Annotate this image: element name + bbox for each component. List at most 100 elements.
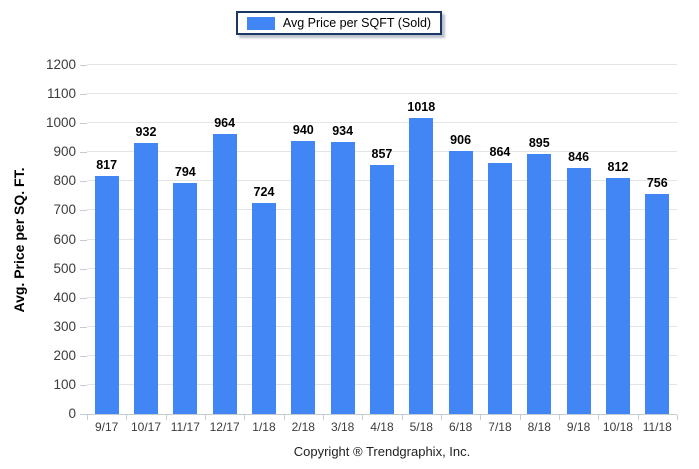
bar [527, 153, 552, 414]
bar-value-label: 906 [450, 132, 472, 147]
bar [133, 142, 158, 414]
x-axis-tick [441, 415, 442, 420]
bar-value-label: 964 [214, 115, 236, 130]
x-axis-tick [637, 415, 639, 420]
x-axis-tick [244, 415, 246, 420]
x-tick-label: 5/18 [409, 420, 433, 434]
bar-slot: 756 [638, 65, 677, 414]
bar-value-label: 932 [135, 124, 157, 139]
y-tick-label: 0 [68, 406, 76, 421]
bar [487, 162, 512, 414]
x-axis-tick [126, 415, 128, 420]
x-tick-label: 1/18 [252, 420, 276, 434]
x-axis-tick [362, 415, 364, 420]
y-axis-tick [80, 94, 87, 96]
y-axis-tick [80, 181, 87, 183]
x-tick-label: 2/18 [291, 420, 315, 434]
bar-value-label: 1018 [407, 99, 436, 114]
bar-slot: 724 [244, 65, 283, 414]
x-axis-tick [677, 415, 678, 420]
bar-slot: 812 [598, 65, 637, 414]
bar [94, 176, 119, 414]
bar-slot: 864 [480, 65, 519, 414]
x-axis-tick [323, 415, 324, 420]
x-axis-ticks [87, 415, 678, 420]
bar [566, 167, 591, 414]
bar-slot: 940 [284, 65, 323, 414]
x-tick-label: 6/18 [448, 420, 473, 434]
y-tick-label: 500 [53, 260, 76, 276]
gridline [87, 93, 677, 95]
bar-slot: 1018 [402, 65, 441, 414]
bar-value-label: 794 [174, 165, 196, 180]
bar-value-label: 846 [568, 149, 590, 164]
x-axis-tick [559, 415, 560, 420]
bar [251, 203, 276, 414]
x-tick-label: 9/17 [94, 420, 119, 434]
bar [645, 194, 670, 414]
y-axis-tick [80, 210, 87, 212]
x-tick-label: 7/18 [488, 420, 512, 434]
bar [448, 150, 473, 414]
y-axis-tick [80, 414, 87, 415]
bar-value-label: 857 [371, 146, 393, 161]
x-tick-label: 11/17 [170, 420, 200, 434]
y-tick-label: 300 [53, 318, 76, 334]
y-tick-label: 400 [53, 289, 76, 305]
y-tick-label: 100 [53, 376, 76, 392]
gridline [87, 122, 677, 124]
bar-value-label: 812 [607, 159, 629, 174]
bar-slot: 817 [87, 65, 126, 414]
x-axis-tick [401, 415, 403, 420]
y-tick-label: 1200 [45, 57, 76, 72]
y-tick-label: 1100 [46, 86, 76, 102]
x-axis-tick [598, 415, 600, 420]
legend-label: Avg Price per SQFT (Sold) [282, 16, 432, 30]
bar-slot: 932 [126, 65, 165, 414]
x-axis-tick [519, 415, 521, 420]
legend: Avg Price per SQFT (Sold) [236, 11, 442, 35]
bar [369, 164, 394, 414]
gridline [87, 151, 677, 153]
x-tick-label: 8/18 [527, 420, 551, 434]
bar-slot: 895 [520, 65, 559, 414]
y-axis-tick [80, 152, 87, 154]
bar-value-label: 940 [292, 122, 314, 137]
bar-value-label: 934 [332, 124, 354, 139]
y-tick-label: 700 [53, 202, 76, 218]
y-tick-label: 800 [53, 173, 76, 189]
y-axis-tick [80, 326, 87, 328]
x-tick-label: 12/17 [209, 420, 240, 434]
bar-value-label: 724 [253, 185, 275, 200]
bar-value-label: 817 [96, 158, 118, 173]
x-axis-tick [87, 415, 88, 420]
bar [173, 183, 198, 414]
bar-value-label: 895 [528, 135, 550, 150]
x-tick-label: 10/17 [130, 420, 161, 434]
legend-swatch [246, 16, 275, 30]
bar-slot: 846 [559, 65, 598, 414]
bar [330, 142, 355, 414]
y-axis-tick [80, 384, 87, 386]
y-axis-tick [80, 268, 87, 270]
bar [212, 133, 237, 414]
y-axis-tick [80, 239, 87, 241]
bar-slot: 794 [166, 65, 205, 414]
bar-slot: 964 [205, 65, 244, 414]
bar [291, 140, 316, 414]
gridline [87, 64, 677, 65]
y-tick-label: 200 [53, 347, 76, 363]
bars-row: 817 932 794 964 724 940 934 857 1018 906 864 895 846… [87, 65, 677, 414]
x-axis-tick [205, 415, 206, 420]
bar-slot: 934 [323, 65, 362, 414]
x-axis-labels: 9/17 10/17 11/17 12/17 1/18 2/18 3/18 4/18 5/18 6… [87, 420, 677, 434]
x-tick-label: 11/18 [642, 420, 672, 434]
y-axis-tick [80, 123, 87, 125]
x-tick-label: 3/18 [330, 420, 355, 434]
bar-slot: 857 [362, 65, 401, 414]
bar-value-label: 864 [489, 144, 511, 159]
y-axis-tick [80, 355, 87, 357]
bar [409, 117, 434, 414]
x-axis-tick [283, 415, 285, 420]
